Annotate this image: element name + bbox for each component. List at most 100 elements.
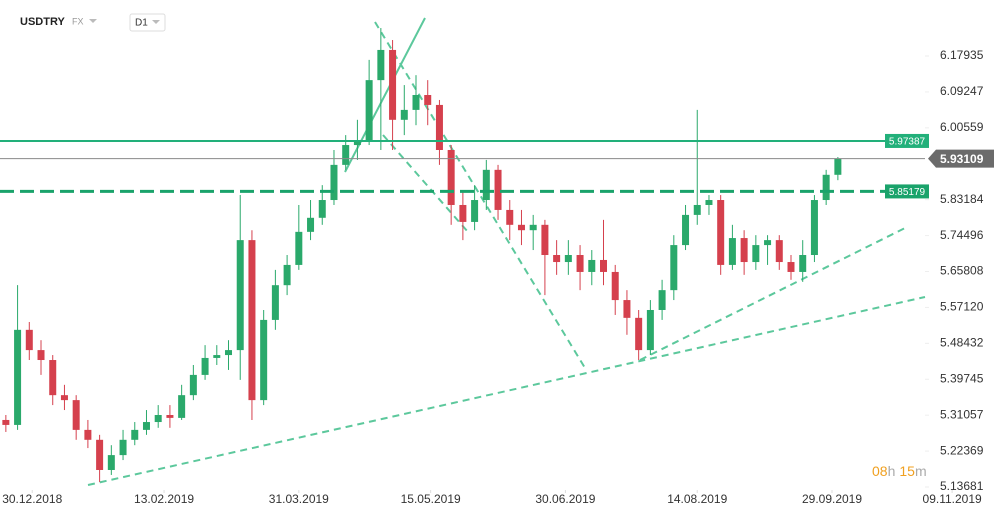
trend-line (374, 21, 586, 369)
candle-body (670, 245, 678, 291)
candle-body (154, 415, 162, 423)
y-tick-label: 5.22369 (940, 443, 984, 457)
level-label-box (885, 184, 929, 199)
candle-body (728, 238, 736, 265)
candle-body (658, 290, 666, 310)
candle-body (600, 259, 608, 272)
candle-body (400, 109, 408, 120)
countdown-hours: 08 (872, 463, 888, 479)
candle-body (740, 238, 748, 263)
candle-body (225, 350, 233, 356)
candle-body (307, 217, 315, 232)
y-tick-label: 5.83184 (940, 192, 984, 206)
candle-body (201, 357, 209, 375)
candle-body (471, 200, 479, 222)
candle-body (799, 255, 807, 272)
x-tick-label: 31.03.2019 (269, 492, 329, 506)
plot: 6.17935 6.09247 6.00559 5.83184 5.74496 5.658… (0, 28, 994, 506)
candle-body (705, 200, 713, 205)
level-label-box (885, 133, 929, 148)
candle-body (435, 104, 443, 150)
candle-body (14, 329, 22, 425)
x-tick-label: 29.09.2019 (802, 492, 862, 506)
candle-body (412, 95, 420, 110)
y-tick-label: 6.09247 (940, 84, 984, 98)
candle-body (342, 145, 350, 165)
x-tick-label: 15.05.2019 (401, 492, 461, 506)
y-tick-label: 5.13681 (940, 479, 984, 493)
candle-body (84, 429, 92, 440)
header: USDTRY FX D1 (20, 13, 166, 32)
candle-body (752, 245, 760, 263)
candle-body (248, 240, 256, 401)
candle-body (787, 262, 795, 272)
candle-body (576, 255, 584, 272)
y-tick-label: 6.00559 (940, 120, 984, 134)
candle-body (517, 224, 525, 231)
candle-body (107, 455, 115, 470)
candle-body (330, 164, 338, 201)
candle-body (682, 214, 690, 246)
candle-body (611, 271, 619, 301)
candle-body (365, 80, 373, 141)
candle-body (810, 200, 818, 256)
trend-lines (87, 17, 926, 486)
candle-body (834, 158, 842, 175)
countdown-minutes-unit: m (915, 463, 927, 479)
y-tick-label: 5.57120 (940, 300, 984, 314)
x-tick-label: 30.12.2018 (2, 492, 62, 506)
candle-body (424, 95, 432, 105)
timeframe-box[interactable] (129, 13, 166, 32)
countdown-minutes: 15 (899, 463, 915, 479)
candle-body (764, 240, 772, 246)
candle-body (389, 49, 397, 120)
candle-body (377, 49, 385, 81)
candle-body (60, 395, 68, 401)
last-price-label: 5.93109 (940, 152, 984, 166)
candle-body (72, 400, 80, 430)
candle-body (564, 255, 572, 263)
candle-body (717, 200, 725, 265)
countdown: 08h 15m (872, 463, 927, 479)
candle-body (693, 204, 701, 215)
y-tick-label: 5.65808 (940, 264, 984, 278)
candle-body (142, 422, 150, 430)
candle-body (623, 300, 631, 318)
candle-body (213, 355, 221, 358)
candle-body (178, 395, 186, 418)
symbol: USDTRY (20, 16, 65, 28)
candle-body (260, 319, 268, 401)
y-tick-label: 5.74496 (940, 228, 984, 242)
candle-body (236, 240, 244, 351)
trend-line (639, 227, 906, 361)
candle-body (646, 309, 654, 351)
trend-line (344, 17, 426, 173)
countdown-hours-unit: h (888, 463, 896, 479)
y-tick-label: 6.17935 (940, 48, 984, 62)
last-price-box (928, 149, 994, 168)
candle-body (25, 329, 33, 351)
candle-body (2, 419, 10, 425)
candle-body (529, 224, 537, 231)
candle-body (353, 140, 361, 146)
candle-body (553, 255, 561, 263)
candle-body (588, 259, 596, 272)
market-dropdown[interactable] (89, 19, 97, 23)
candle-body (37, 350, 45, 361)
x-tick-label: 14.08.2019 (667, 492, 727, 506)
candle-body (775, 240, 783, 263)
timeframe: D1 (135, 18, 148, 29)
x-tick-label: 30.06.2019 (535, 492, 595, 506)
candle-body (295, 231, 303, 265)
candle-body (271, 285, 279, 320)
candle-body (482, 169, 490, 201)
candle-body (494, 169, 502, 210)
candle-body (283, 264, 291, 286)
y-tick-label: 5.39745 (940, 371, 984, 385)
candle-body (189, 374, 197, 396)
trend-line (87, 296, 926, 486)
y-tick-label: 5.48432 (940, 336, 984, 350)
candle-body (318, 200, 326, 218)
timeframe-dropdown (152, 20, 160, 24)
y-tick-label: 5.31057 (940, 407, 984, 421)
